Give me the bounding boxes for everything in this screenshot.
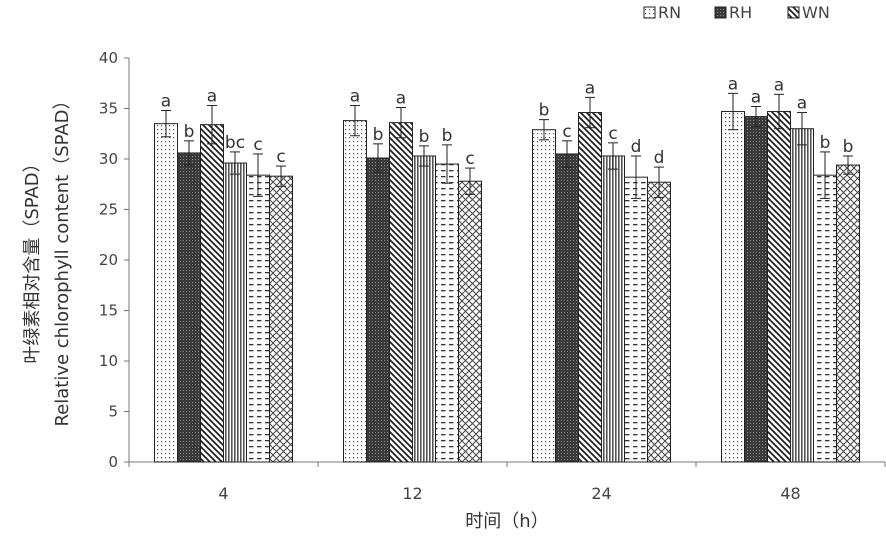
significance-letter: c bbox=[276, 147, 285, 167]
legend-item-rn: RN bbox=[643, 3, 681, 22]
significance-letter: a bbox=[350, 86, 360, 106]
y-axis-title: 叶绿素相对含量（SPAD） Relative chlorophyll conte… bbox=[22, 91, 73, 426]
x-tick-label: 4 bbox=[218, 484, 228, 503]
y-tick-label: 0 bbox=[108, 453, 118, 471]
bar bbox=[790, 128, 814, 463]
significance-letter: d bbox=[654, 148, 665, 168]
x-ticks: 4 12 24 48 bbox=[128, 462, 886, 503]
significance-letter: c bbox=[253, 135, 262, 155]
significance-letter: d bbox=[631, 137, 642, 157]
significance-letter: b bbox=[843, 137, 854, 157]
bar bbox=[555, 153, 579, 463]
legend-label-rh: RH bbox=[729, 3, 752, 22]
significance-letter: a bbox=[797, 94, 807, 114]
y-tick-label: 15 bbox=[99, 302, 118, 320]
y-tick-label: 20 bbox=[99, 251, 118, 269]
legend-item-wn: WN bbox=[787, 3, 830, 22]
legend-label-wn: WN bbox=[802, 3, 830, 22]
significance-letter: c bbox=[465, 149, 474, 169]
significance-letter: b bbox=[419, 127, 430, 147]
x-tick-label: 48 bbox=[780, 484, 800, 503]
bar bbox=[458, 180, 482, 463]
significance-letter: a bbox=[161, 92, 171, 112]
significance-letter: c bbox=[608, 124, 617, 144]
legend-label-rn: RN bbox=[658, 3, 681, 22]
x-tick-label: 12 bbox=[402, 484, 422, 503]
bar bbox=[200, 124, 224, 463]
bar bbox=[435, 163, 459, 463]
bar bbox=[601, 155, 625, 463]
significance-letter: a bbox=[728, 74, 738, 94]
y-axis-title-line2: Relative chlorophyll content（SPAD） bbox=[52, 91, 73, 426]
y-tick-label: 25 bbox=[99, 201, 118, 219]
x-axis-title: 时间（h） bbox=[465, 511, 548, 532]
bar bbox=[647, 181, 671, 463]
legend-swatch-rh bbox=[714, 6, 727, 19]
significance-letter: b bbox=[820, 133, 831, 153]
legend-item-rh: RH bbox=[714, 3, 752, 22]
legend-swatch-rn bbox=[643, 6, 656, 19]
y-axis-title-line1: 叶绿素相对含量（SPAD） bbox=[22, 154, 43, 363]
bar bbox=[154, 123, 178, 463]
significance-letter: bc bbox=[225, 133, 245, 153]
bar bbox=[767, 111, 791, 463]
bar bbox=[177, 152, 201, 463]
significance-letter: a bbox=[396, 88, 406, 108]
y-tick-label: 30 bbox=[99, 150, 118, 168]
bar bbox=[721, 111, 745, 463]
y-ticks: 0 5 10 15 20 25 30 35 40 bbox=[99, 49, 129, 471]
bar bbox=[343, 120, 367, 463]
significance-letter: b bbox=[373, 125, 384, 145]
bar bbox=[389, 122, 413, 463]
bar bbox=[624, 176, 648, 463]
error-bars bbox=[161, 92, 853, 199]
significance-letter: b bbox=[442, 126, 453, 146]
significance-letter: c bbox=[562, 122, 571, 142]
significance-letter: b bbox=[539, 101, 550, 121]
y-tick-label: 10 bbox=[99, 352, 118, 370]
bars bbox=[154, 111, 860, 463]
bar bbox=[744, 116, 768, 463]
significance-letter: b bbox=[184, 122, 195, 142]
bar bbox=[269, 175, 293, 463]
bar bbox=[246, 174, 270, 463]
significance-letter: a bbox=[751, 87, 761, 107]
significance-letter: a bbox=[585, 78, 595, 98]
bar bbox=[532, 129, 556, 463]
legend-swatch-wn bbox=[787, 6, 800, 19]
x-tick-label: 24 bbox=[591, 484, 611, 503]
y-tick-label: 40 bbox=[99, 49, 118, 67]
y-tick-label: 35 bbox=[99, 100, 118, 118]
significance-letter: a bbox=[207, 86, 217, 106]
bar bbox=[813, 174, 837, 463]
bar bbox=[223, 162, 247, 463]
bar bbox=[412, 155, 436, 463]
y-tick-label: 5 bbox=[108, 403, 118, 421]
bar bbox=[578, 112, 602, 463]
significance-letter: a bbox=[774, 75, 784, 95]
bar bbox=[366, 157, 390, 463]
bar bbox=[836, 164, 860, 463]
legend: RN RH WN bbox=[643, 3, 830, 22]
